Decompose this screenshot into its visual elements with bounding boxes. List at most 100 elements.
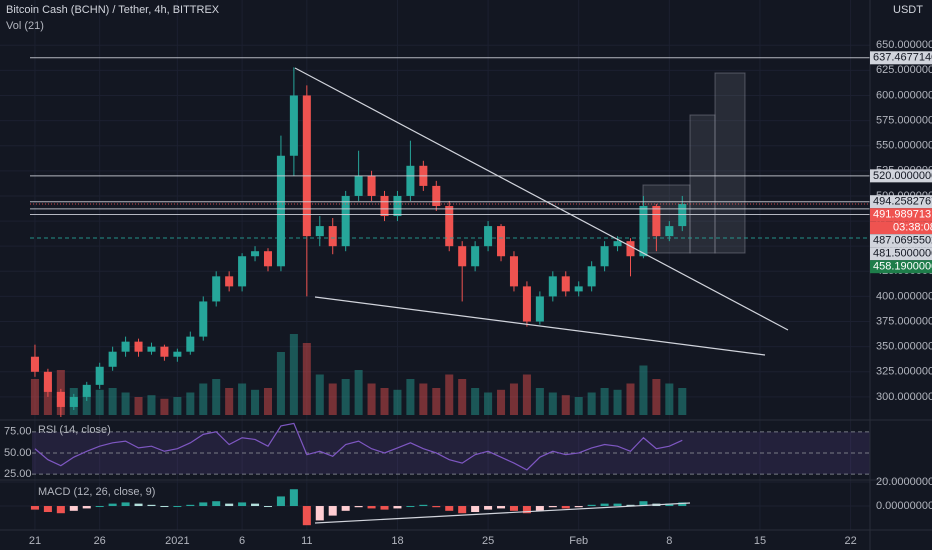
candle-body bbox=[393, 195, 402, 217]
volume-bar bbox=[432, 388, 441, 415]
candle-body bbox=[380, 195, 389, 217]
projection-box bbox=[714, 72, 746, 254]
y-tick-label: 575.00000000 bbox=[876, 114, 932, 126]
macd-bar bbox=[251, 503, 260, 507]
macd-bar bbox=[134, 503, 143, 507]
macd-bar bbox=[574, 506, 583, 508]
x-tick-label: 6 bbox=[239, 535, 245, 547]
macd-bar bbox=[367, 506, 376, 509]
macd-bar bbox=[561, 506, 570, 509]
macd-bar bbox=[432, 506, 441, 508]
macd-bar bbox=[678, 502, 687, 507]
macd-bar bbox=[497, 506, 506, 509]
macd-bar bbox=[82, 506, 91, 509]
volume-bar bbox=[186, 392, 195, 415]
y-tick-label: 375.00000000 bbox=[876, 315, 932, 327]
price-level-label: 458.19000000 bbox=[873, 261, 932, 273]
price-level-label: 520.00000000 bbox=[873, 170, 932, 182]
volume-bar bbox=[289, 334, 298, 415]
x-tick-label: 26 bbox=[94, 535, 106, 547]
candle-body bbox=[509, 256, 518, 287]
macd-bar bbox=[406, 506, 415, 508]
candle-body bbox=[406, 165, 415, 196]
macd-bar bbox=[30, 506, 39, 510]
macd-bar bbox=[639, 501, 648, 507]
volume-bar bbox=[147, 395, 156, 415]
price-level-tag bbox=[870, 260, 932, 274]
projection-box bbox=[689, 114, 716, 254]
price-level-tag bbox=[870, 195, 932, 209]
volume-title: Vol (21) bbox=[6, 20, 44, 32]
macd-bar bbox=[535, 506, 544, 511]
y-tick-label: 400.00000000 bbox=[876, 290, 932, 302]
candle-body bbox=[341, 195, 350, 247]
volume-bar bbox=[471, 388, 480, 415]
candle-body bbox=[212, 276, 221, 302]
candle-body bbox=[561, 276, 570, 292]
macd-bar bbox=[484, 506, 493, 510]
macd-bar bbox=[445, 506, 454, 511]
candle-body bbox=[471, 246, 480, 267]
macd-bar bbox=[186, 504, 195, 507]
volume-bar bbox=[276, 352, 285, 415]
candle-body bbox=[263, 251, 273, 267]
volume-bar bbox=[56, 370, 65, 415]
price-level-tag bbox=[870, 208, 932, 222]
volume-bar bbox=[173, 397, 182, 415]
volume-bar bbox=[561, 395, 570, 415]
candle-body bbox=[69, 396, 78, 407]
macd-bar bbox=[315, 506, 324, 521]
volume-bar bbox=[522, 374, 531, 415]
volume-bar bbox=[626, 383, 635, 415]
trend-line bbox=[314, 502, 691, 524]
volume-bar bbox=[121, 392, 130, 415]
marks bbox=[30, 57, 870, 526]
x-tick-label: 8 bbox=[666, 535, 672, 547]
candle-body bbox=[56, 391, 65, 407]
candle-body bbox=[626, 241, 635, 257]
candle-body bbox=[432, 185, 441, 206]
volume-bar bbox=[328, 383, 337, 415]
macd-bar bbox=[600, 503, 609, 507]
countdown-tag bbox=[870, 221, 932, 235]
macd-bar bbox=[613, 503, 622, 507]
chart-title: Bitcoin Cash (BCHN) / Tether, 4h, BITTRE… bbox=[6, 4, 220, 16]
price-level-label: 494.25827674 bbox=[873, 196, 932, 208]
volume-bar bbox=[587, 392, 596, 415]
macd-tick-label: 20.00000000 bbox=[876, 476, 932, 488]
volume-bar bbox=[160, 398, 169, 415]
volume-bar bbox=[548, 392, 557, 415]
candle-body bbox=[328, 226, 337, 247]
rsi-tick-label: 25.00 bbox=[4, 468, 32, 480]
candle-body bbox=[251, 251, 260, 257]
candle-body bbox=[315, 226, 324, 237]
macd-bar bbox=[108, 503, 117, 507]
candle-body bbox=[458, 246, 467, 267]
volume-bar bbox=[367, 383, 376, 415]
macd-bar bbox=[626, 504, 635, 507]
macd-bar bbox=[548, 506, 557, 508]
macd-bar bbox=[587, 504, 596, 507]
macd-bar bbox=[471, 506, 480, 513]
volume-bar bbox=[535, 388, 544, 415]
macd-bar bbox=[380, 506, 389, 510]
macd-bar bbox=[147, 504, 156, 507]
macd-bar bbox=[276, 496, 285, 507]
macd-tick-label: 0.00000000 bbox=[876, 500, 932, 512]
macd-bar bbox=[328, 506, 337, 516]
candle-body bbox=[30, 356, 39, 372]
macd-bar bbox=[509, 506, 518, 511]
volume-bar bbox=[251, 389, 260, 415]
volume-bar bbox=[458, 379, 467, 415]
candle-body bbox=[173, 351, 182, 357]
candle-body bbox=[665, 226, 674, 237]
trend-line bbox=[314, 296, 766, 356]
candle-body bbox=[82, 384, 91, 397]
volume-bar bbox=[354, 370, 363, 415]
volume-bar bbox=[263, 388, 273, 415]
volume-bar bbox=[678, 388, 687, 415]
rsi-band bbox=[32, 431, 870, 475]
volume-bar bbox=[484, 392, 493, 415]
